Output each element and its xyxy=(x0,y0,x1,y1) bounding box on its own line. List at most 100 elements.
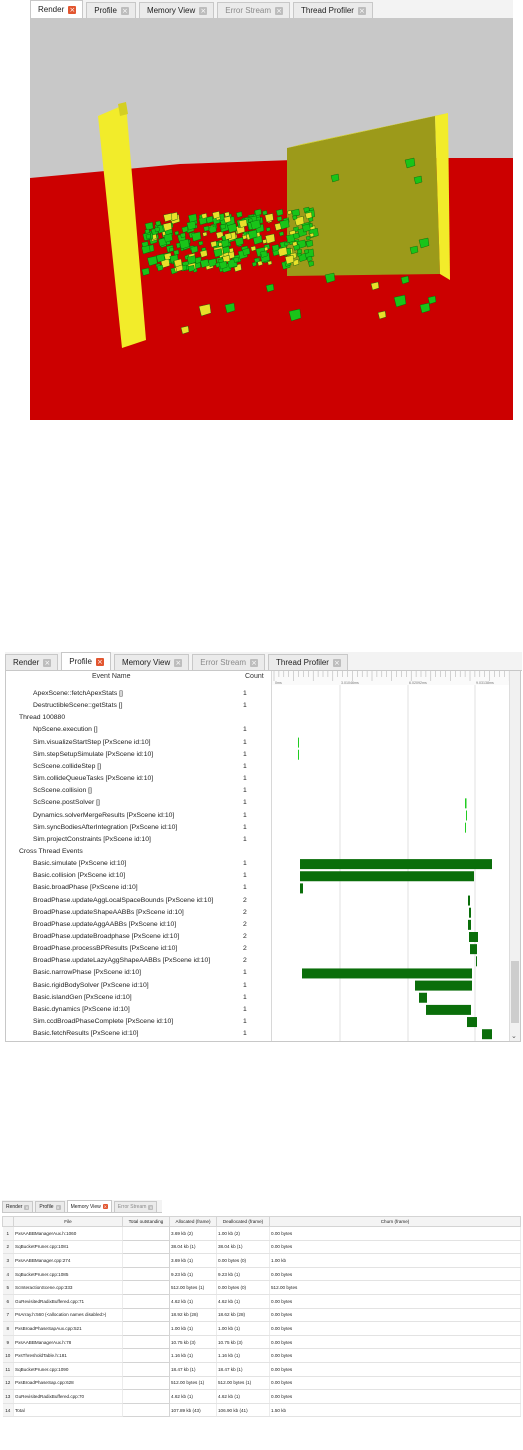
profile-tab-render[interactable]: Render × xyxy=(5,654,59,670)
table-cell: 0.00 bytes (0) xyxy=(216,1280,270,1295)
event-row[interactable]: NpScene.execution [] xyxy=(33,726,98,734)
close-icon[interactable]: × xyxy=(68,5,77,14)
event-row[interactable]: Basic.dynamics [PxScene id:10] xyxy=(33,1005,130,1013)
close-icon[interactable]: × xyxy=(148,1204,154,1210)
render-tab-memory-view[interactable]: Memory View × xyxy=(138,2,215,18)
event-row[interactable]: Basic.broadPhase [PxScene id:10] xyxy=(33,884,138,892)
debris-fragment xyxy=(233,256,240,263)
table-row[interactable]: 9 PxsAABBManagerAux.h:78 10.75 kb (3) 10.75… xyxy=(2,1334,521,1350)
close-icon[interactable]: × xyxy=(199,6,208,15)
close-icon[interactable]: × xyxy=(24,1204,30,1210)
tab-label: Memory View xyxy=(146,6,196,15)
event-row[interactable]: Basic.rigidBodySolver [PxScene id:10] xyxy=(33,981,149,989)
event-row[interactable]: BroadPhase.updateShapeAABBs [PxScene id:… xyxy=(33,908,184,916)
close-icon[interactable]: × xyxy=(43,658,52,667)
close-icon[interactable]: × xyxy=(275,6,284,15)
render-tab-error-stream[interactable]: Error Stream × xyxy=(217,2,291,18)
event-row[interactable]: Basic.islandGen [PxScene id:10] xyxy=(33,993,132,1001)
render-tab-thread-profiler[interactable]: Thread Profiler × xyxy=(293,2,373,18)
table-row[interactable]: 10 PxsThresholdTable.h:181 1.16 kb (1) 1.16… xyxy=(2,1348,521,1363)
table-row[interactable]: 7 PsArray.h:560 (<allocation names disabl… xyxy=(2,1307,521,1323)
event-row[interactable]: Sim.stepSetupSimulate [PxScene id:10] xyxy=(33,750,154,758)
timeline[interactable]: 0ms 3.01046ms 6.02092ms 9.03138ms xyxy=(271,671,513,1041)
table-row[interactable]: 3 PxsAABBManager.cpp:274 3.69 kb (1) 0.00 b… xyxy=(2,1253,521,1268)
close-icon[interactable]: × xyxy=(55,1204,61,1210)
event-row[interactable]: DestructibleScene::getStats [] xyxy=(33,702,123,710)
profile-tab-profile[interactable]: Profile × xyxy=(61,652,111,670)
debris-fragment xyxy=(210,240,217,248)
vertical-scrollbar[interactable]: ⌄ xyxy=(509,671,520,1041)
event-row[interactable]: BroadPhase.updateAggAABBs [PxScene id:10… xyxy=(33,920,177,928)
event-row[interactable]: ScScene.collision [] xyxy=(33,787,92,795)
column-header[interactable]: Deallocated (frame) xyxy=(216,1216,270,1227)
scroll-down-arrow[interactable]: ⌄ xyxy=(511,1033,517,1040)
table-row[interactable]: 12 PxsBroadPhaseSap.cpp:628 512.00 bytes (… xyxy=(2,1375,521,1391)
event-row[interactable]: Dynamics.solverMergeResults [PxScene id:… xyxy=(33,811,175,819)
event-row[interactable]: BroadPhase.processBPResults [PxScene id:… xyxy=(33,945,178,953)
event-row[interactable]: BroadPhase.updateBroadphase [PxScene id:… xyxy=(33,933,180,940)
memory-tab-error-stream[interactable]: Error Stream × xyxy=(113,1201,158,1212)
timeline-bar xyxy=(298,737,299,748)
count-header[interactable]: Count xyxy=(245,673,264,680)
close-icon[interactable]: × xyxy=(120,6,129,15)
table-row[interactable]: 13 GuRevisitedRadixBuffered.cpp:70 4.62 kb… xyxy=(2,1389,521,1404)
event-row[interactable]: ScScene.collideStep [] xyxy=(33,762,102,770)
close-icon[interactable]: × xyxy=(102,1204,108,1209)
column-header[interactable]: File xyxy=(13,1216,123,1227)
table-row[interactable]: 14 Total 107.89 kb (43) 106.90 kb (41) 1.50 … xyxy=(2,1402,521,1418)
table-row[interactable]: 11 SqBucketPruner.cpp:1090 18.47 kb (1) 18.… xyxy=(2,1361,521,1377)
table-row[interactable]: 8 PxsBroadPhaseSapAux.cpp:521 1.00 kb (1) 1… xyxy=(2,1321,521,1336)
event-row[interactable]: Basic.narrowPhase [PxScene id:10] xyxy=(33,969,142,977)
event-row[interactable]: BroadPhase.updateLazyAggShapeAABBs [PxSc… xyxy=(33,957,211,965)
table-row[interactable]: 5 ScInteractionScene.cpp:333 512.00 bytes … xyxy=(2,1280,521,1295)
table-row[interactable]: 2 SqBucketPruner.cpp:1081 38.04 kb (1) 38.0… xyxy=(2,1239,521,1255)
event-row[interactable]: BroadPhase.updateAggLocalSpaceBounds [Px… xyxy=(33,896,214,904)
column-header[interactable]: Allocated (frame) xyxy=(169,1216,217,1227)
debris-fragment xyxy=(223,215,231,224)
close-icon[interactable]: × xyxy=(332,658,341,667)
event-name-header[interactable]: Event Name xyxy=(92,673,131,680)
event-row[interactable]: Basic.fetchResults [PxScene id:10] xyxy=(33,1030,139,1038)
event-row[interactable]: Basic.collision [PxScene id:10] xyxy=(33,872,126,880)
profile-tab-memory-view[interactable]: Memory View × xyxy=(113,654,190,670)
table-row[interactable]: 4 SqBucketPruner.cpp:1085 9.23 kb (1) 9.23 … xyxy=(2,1266,521,1282)
render-tab-render[interactable]: Render × xyxy=(30,0,84,18)
debris-fragment xyxy=(251,261,257,267)
memory-tab-memory-view[interactable]: Memory View × xyxy=(66,1200,112,1212)
event-row[interactable]: ScScene.postSolver [] xyxy=(33,799,100,807)
close-icon[interactable]: × xyxy=(357,6,366,15)
right-wall-top xyxy=(287,113,448,148)
event-row[interactable]: Sim.ccdBroadPhaseComplete [PxScene id:10… xyxy=(33,1018,174,1026)
table-cell xyxy=(122,1361,170,1377)
table-cell: 9.23 kb (1) xyxy=(216,1267,270,1282)
event-row[interactable]: Basic.simulate [PxScene id:10] xyxy=(33,860,127,868)
debris-fragment xyxy=(180,325,190,335)
event-row[interactable]: ApexScene::fetchApexStats [] xyxy=(33,690,123,697)
profile-tab-error-stream[interactable]: Error Stream × xyxy=(192,654,266,670)
row-number: 7 xyxy=(2,1308,14,1323)
event-row[interactable]: Sim.visualizeStartStep [PxScene id:10] xyxy=(33,738,151,746)
memory-tab-profile[interactable]: Profile × xyxy=(35,1201,65,1212)
scrollbar-thumb[interactable] xyxy=(511,961,519,1023)
debris-fragment xyxy=(267,260,273,266)
event-count: 1 xyxy=(243,860,247,868)
close-icon[interactable]: × xyxy=(174,658,183,667)
table-cell xyxy=(122,1266,170,1282)
event-row[interactable]: Sim.projectConstraints [PxScene id:10] xyxy=(33,835,151,843)
column-header[interactable]: Churn (frame) xyxy=(269,1216,521,1227)
event-row[interactable]: Sim.syncBodiesAfterIntegration [PxScene … xyxy=(33,823,178,831)
event-row[interactable]: Sim.collideQueueTasks [PxScene id:10] xyxy=(33,775,154,783)
debris-fragments xyxy=(141,157,437,335)
event-group[interactable]: Cross Thread Events xyxy=(19,847,83,855)
memory-tab-render[interactable]: Render × xyxy=(2,1201,34,1212)
close-icon[interactable]: × xyxy=(250,658,259,667)
close-icon[interactable]: × xyxy=(95,657,104,666)
table-row[interactable]: 1 PxsAABBManagerAux.h:1060 3.69 kb (2) 1.00… xyxy=(2,1226,521,1241)
debris-fragment xyxy=(393,294,407,308)
render-tab-profile[interactable]: Profile × xyxy=(86,2,136,18)
profile-tab-thread-profiler[interactable]: Thread Profiler × xyxy=(268,654,348,670)
event-group[interactable]: Thread 100880 xyxy=(19,714,66,722)
render-viewport[interactable] xyxy=(30,18,513,420)
table-row[interactable]: 6 GuRevisitedRadixBuffered.cpp:71 4.62 kb … xyxy=(2,1293,521,1309)
column-header[interactable]: Total outstanding xyxy=(122,1216,170,1227)
